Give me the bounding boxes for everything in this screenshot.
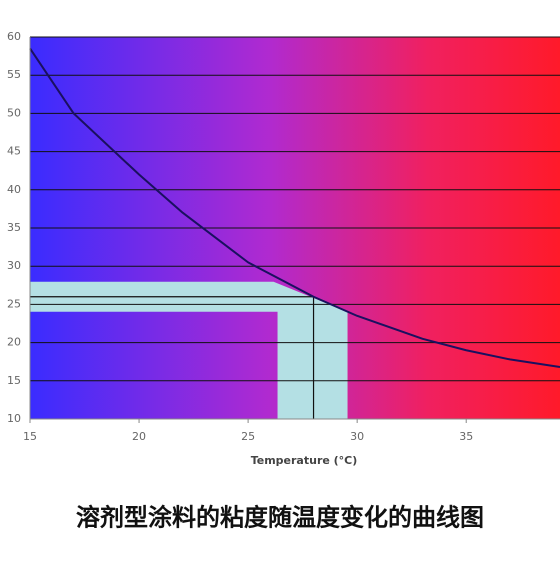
y-tick-label: 40 bbox=[7, 183, 21, 196]
y-tick-label: 45 bbox=[7, 145, 21, 158]
x-axis-label: Temperature (°C) bbox=[251, 454, 358, 467]
y-tick-label: 25 bbox=[7, 297, 21, 310]
y-tick-label: 30 bbox=[7, 259, 21, 272]
x-tick-label: 25 bbox=[241, 430, 255, 443]
y-tick-label: 10 bbox=[7, 412, 21, 425]
data-line bbox=[29, 47, 560, 369]
y-tick-label: 55 bbox=[7, 68, 21, 81]
caption-title: 溶剂型涂料的粘度随温度变化的曲线图 bbox=[76, 503, 484, 532]
y-tick-label: 15 bbox=[7, 374, 21, 387]
x-tick-label: 30 bbox=[350, 430, 364, 443]
x-tick-label: 35 bbox=[459, 430, 473, 443]
y-tick-label: 60 bbox=[7, 30, 21, 43]
x-tick-label: 15 bbox=[23, 430, 37, 443]
y-tick-label: 50 bbox=[7, 106, 21, 119]
y-tick-label: 20 bbox=[7, 336, 21, 349]
highlight-band bbox=[30, 281, 348, 419]
y-tick-label: 35 bbox=[7, 221, 21, 234]
x-tick-label: 20 bbox=[132, 430, 146, 443]
